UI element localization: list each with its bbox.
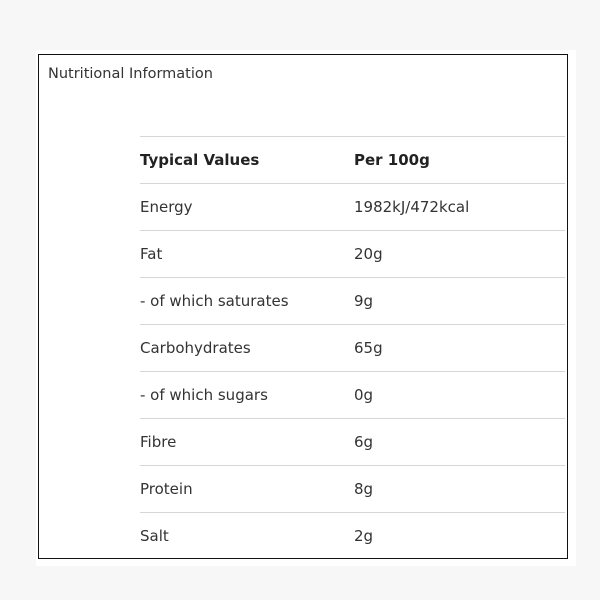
nutrient-name: Fibre xyxy=(140,433,177,451)
nutrient-value: 65g xyxy=(354,339,383,357)
nutrient-value: 1982kJ/472kcal xyxy=(354,198,470,216)
header-per-100g: Per 100g xyxy=(354,151,430,169)
header-typical-values: Typical Values xyxy=(140,151,260,169)
nutrient-value: 8g xyxy=(354,480,374,498)
nutrient-value: 6g xyxy=(354,433,374,451)
nutrient-name: Carbohydrates xyxy=(140,339,251,357)
table-header: Typical Values Per 100g xyxy=(140,137,565,184)
nutrient-name: - of which sugars xyxy=(140,386,268,404)
nutrient-name: - of which saturates xyxy=(140,292,289,310)
table-row: Fibre 6g xyxy=(140,419,565,466)
nutrition-panel: Nutritional Information Typical Values P… xyxy=(38,54,568,559)
table-row: Fat 20g xyxy=(140,231,565,278)
table-row: Salt 2g xyxy=(140,513,565,559)
panel-title: Nutritional Information xyxy=(48,66,213,82)
nutrition-table: Typical Values Per 100g Energy 1982kJ/472… xyxy=(140,136,565,559)
nutrient-name: Energy xyxy=(140,198,193,216)
nutrient-value: 0g xyxy=(354,386,374,404)
table-row: Carbohydrates 65g xyxy=(140,325,565,372)
nutrient-value: 9g xyxy=(354,292,374,310)
table-row: - of which saturates 9g xyxy=(140,278,565,325)
nutrient-value: 20g xyxy=(354,245,383,263)
table-row: Energy 1982kJ/472kcal xyxy=(140,184,565,231)
nutrient-name: Fat xyxy=(140,245,163,263)
nutrient-value: 2g xyxy=(354,527,374,545)
table-row: Protein 8g xyxy=(140,466,565,513)
nutrient-name: Protein xyxy=(140,480,193,498)
nutrient-name: Salt xyxy=(140,527,169,545)
table-row: - of which sugars 0g xyxy=(140,372,565,419)
